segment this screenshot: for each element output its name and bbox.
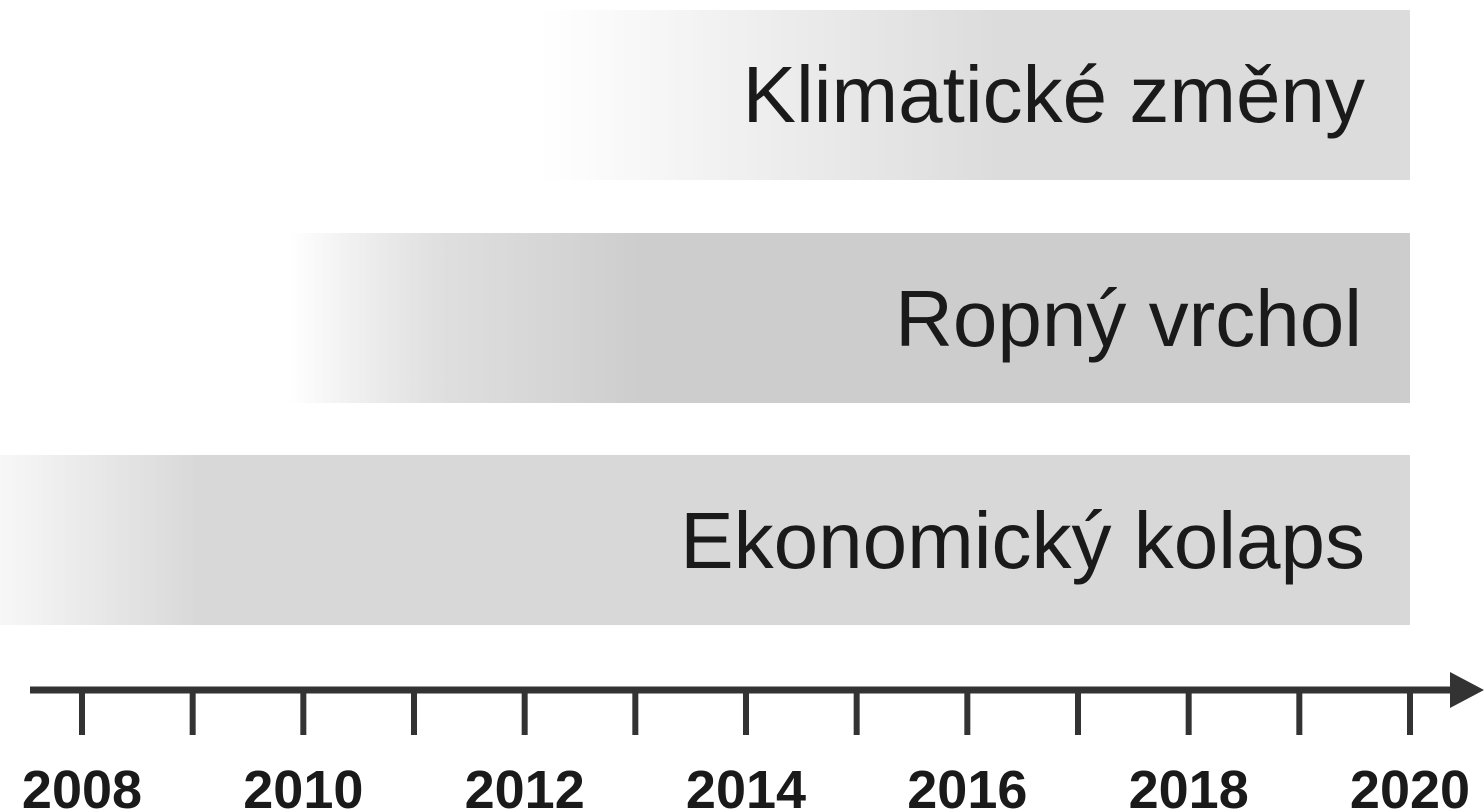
bar-label: Ekonomický kolaps xyxy=(680,496,1365,585)
year-label: 2012 xyxy=(465,760,585,810)
year-label: 2018 xyxy=(1129,760,1249,810)
year-label: 2016 xyxy=(907,760,1027,810)
year-label: 2008 xyxy=(22,760,142,810)
bar xyxy=(540,10,1410,180)
year-label: 2020 xyxy=(1350,760,1470,810)
bar xyxy=(0,455,1410,625)
bar-label: Ropný vrchol xyxy=(895,274,1362,363)
axis-arrow xyxy=(1450,672,1484,708)
bar-label: Klimatické změny xyxy=(743,50,1365,139)
bar xyxy=(290,233,1410,403)
year-label: 2014 xyxy=(686,760,806,810)
year-label: 2010 xyxy=(243,760,363,810)
